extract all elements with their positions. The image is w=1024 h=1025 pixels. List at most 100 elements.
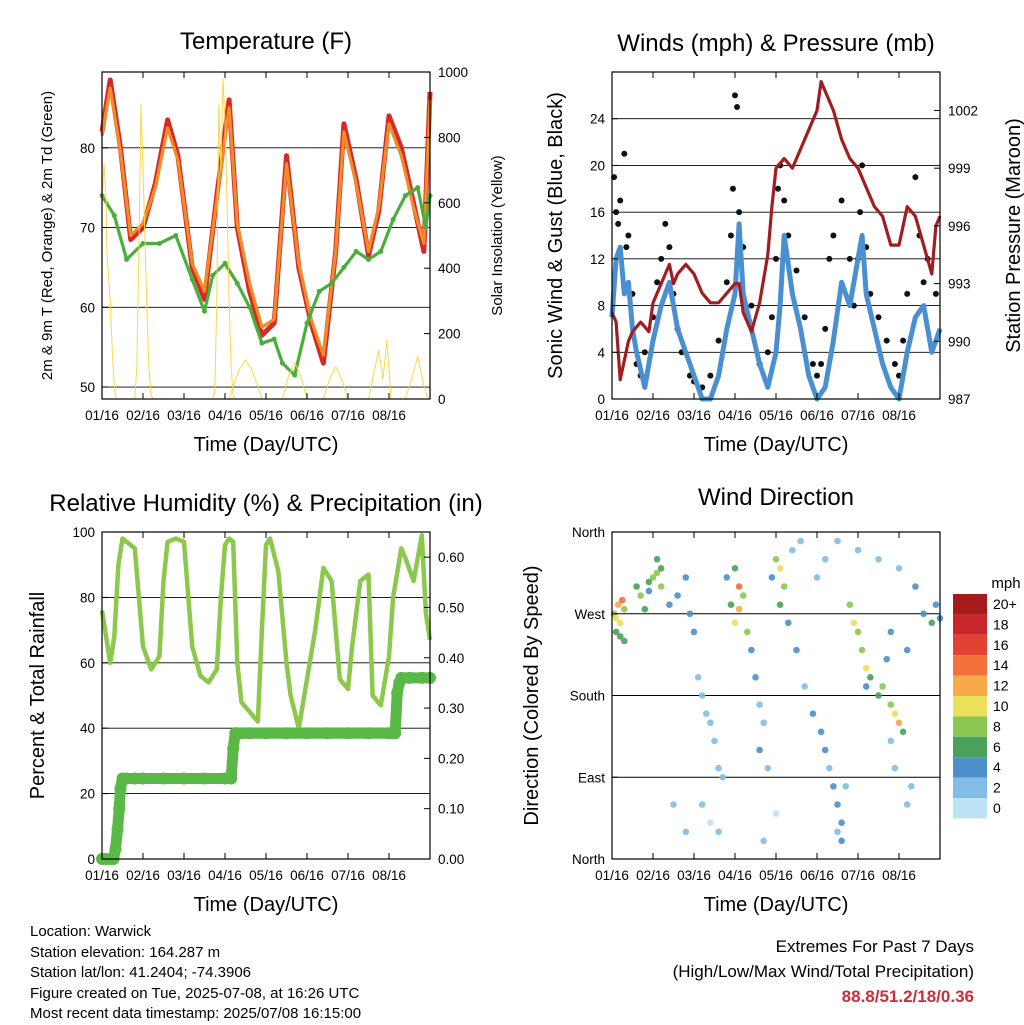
data-point (879, 683, 886, 690)
extremes-subtitle: (High/Low/Max Wind/Total Precipitation) (672, 962, 974, 981)
y2-tick-label: 1000 (438, 65, 468, 80)
data-point (887, 701, 895, 708)
data-point (752, 674, 759, 681)
y2-tick-label: 999 (948, 161, 971, 176)
x-axis-label: Time (Day/UTC) (704, 434, 849, 456)
y2-tick-label: 993 (948, 277, 971, 292)
data-point (781, 197, 788, 204)
data-point (809, 360, 816, 367)
x-tick-label: 05/16 (249, 868, 283, 883)
y-tick-label: 70 (80, 221, 95, 236)
data-point (838, 819, 845, 826)
data-point (390, 217, 396, 223)
station-info: Location: Warwick Station elevation: 164… (30, 922, 361, 1025)
data-point (838, 837, 845, 845)
y2-tick-label: 800 (438, 130, 461, 145)
series-line (100, 672, 430, 865)
data-point (653, 555, 661, 563)
series-line (99, 533, 433, 731)
data-point (748, 646, 755, 654)
legend-label: 20+ (993, 596, 1017, 612)
data-point (904, 290, 911, 297)
panel-2: 01/16 02/16 03/16 04/16 05/16 06/16 07/16 08/16… (545, 30, 1024, 456)
y2-tick-label: 0.40 (438, 651, 464, 666)
data-point (818, 360, 825, 367)
data-point (739, 592, 747, 599)
series-line (100, 86, 432, 357)
data-point (616, 633, 624, 640)
data-point (698, 801, 706, 808)
data-point (662, 220, 669, 227)
series-line (609, 221, 943, 402)
data-point (838, 197, 845, 204)
data-point (776, 565, 784, 572)
x-tick-label: 08/16 (882, 408, 916, 423)
legend-swatch (953, 655, 987, 676)
y-tick-label: 24 (590, 112, 606, 127)
data-point (645, 587, 653, 595)
x-tick-label: 06/16 (800, 408, 834, 423)
data-point (247, 304, 253, 310)
data-point (633, 583, 640, 590)
data-point (124, 256, 130, 262)
y-tick-label: 60 (80, 656, 95, 671)
data-point (809, 710, 817, 717)
data-point (612, 614, 620, 622)
data-point (862, 664, 870, 672)
data-point (649, 574, 657, 581)
data-point (234, 280, 240, 286)
data-point (694, 674, 702, 681)
y-tick-label: 20 (590, 158, 605, 173)
y-tick-label: West (574, 607, 605, 622)
x-tick-label: 08/16 (372, 868, 406, 883)
y-tick-label: 0 (597, 392, 605, 407)
x-axis-label: Time (Day/UTC) (194, 894, 339, 916)
x-tick-label: 03/16 (677, 868, 711, 883)
legend-label: 16 (993, 637, 1009, 653)
legend-swatch (953, 614, 987, 635)
data-point (707, 819, 714, 826)
y2-tick-label: 0.20 (438, 751, 464, 766)
data-point (686, 610, 694, 618)
panel-1: 01/16 02/16 03/16 04/16 05/16 06/16 07/16 08/16… (39, 28, 506, 456)
data-point (734, 104, 741, 111)
data-point (744, 628, 751, 636)
x-tick-label: 08/16 (372, 408, 406, 423)
data-point (932, 601, 940, 608)
data-point (415, 185, 421, 191)
data-point (723, 574, 731, 581)
data-point (674, 592, 681, 599)
data-point (111, 213, 117, 219)
data-point (729, 185, 736, 192)
data-point (653, 569, 661, 577)
data-point (210, 272, 216, 278)
data-point (156, 240, 162, 246)
data-point (895, 719, 903, 727)
data-point (641, 349, 648, 356)
legend-swatch (953, 798, 987, 819)
x-tick-label: 07/16 (841, 868, 875, 883)
y-tick-label: 60 (80, 300, 95, 315)
y2-tick-label: 200 (438, 327, 461, 342)
x-tick-label: 04/16 (208, 868, 242, 883)
data-point (731, 565, 739, 572)
data-point (891, 764, 899, 772)
data-point (682, 574, 690, 581)
data-point (621, 637, 628, 645)
data-point (760, 719, 767, 727)
x-tick-label: 06/16 (800, 868, 834, 883)
series-line (101, 78, 430, 400)
recent-timestamp-text: Most recent data timestamp: 2025/07/08 1… (30, 1005, 362, 1022)
y-tick-label: North (572, 852, 605, 867)
data-point (908, 783, 915, 790)
y-tick-label: 20 (80, 787, 95, 802)
data-point (875, 692, 882, 699)
data-point (756, 746, 763, 754)
x-tick-label: 06/16 (290, 868, 324, 883)
data-point (887, 737, 895, 745)
data-point (764, 764, 772, 772)
legend-label: 12 (993, 678, 1009, 694)
data-point (821, 555, 829, 563)
data-point (814, 372, 820, 379)
legend-label: 8 (993, 718, 1001, 734)
